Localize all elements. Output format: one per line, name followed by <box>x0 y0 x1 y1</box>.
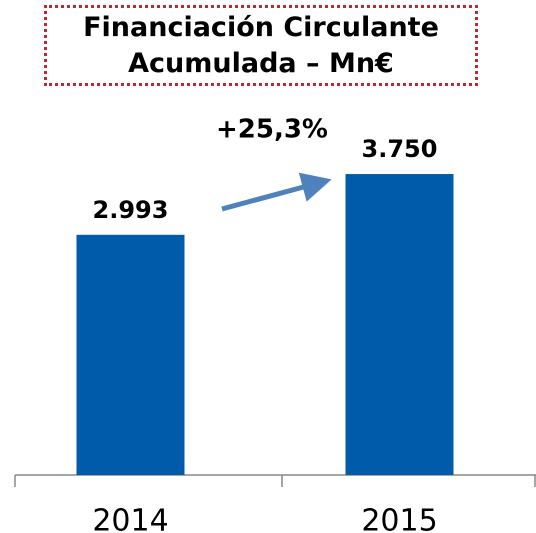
x-tick-label: 2014 <box>92 504 168 533</box>
x-tick-label: 2015 <box>361 504 437 533</box>
value-label: 2.993 <box>93 196 169 224</box>
value-label: 3.750 <box>362 135 438 163</box>
chart-title: Financiación Circulante Acumulada – Mn€ <box>83 11 439 79</box>
annotation: +25,3% <box>216 115 328 145</box>
bar <box>76 234 185 475</box>
arrow <box>221 172 332 212</box>
title-box: Financiación Circulante Acumulada – Mn€ <box>44 5 478 86</box>
bar <box>345 174 454 475</box>
